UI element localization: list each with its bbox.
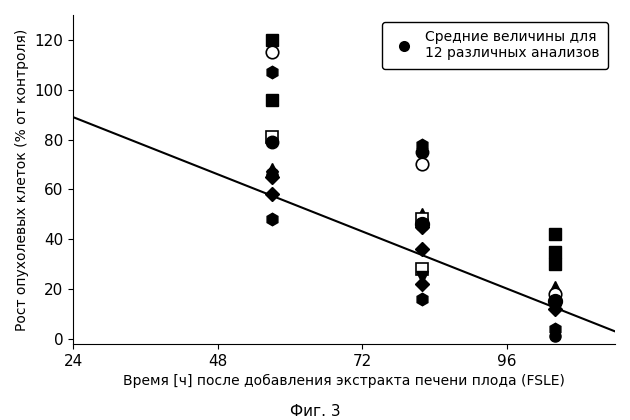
- Legend: Средние величины для
12 различных анализов: Средние величины для 12 различных анализ…: [382, 22, 608, 69]
- X-axis label: Время [ч] после добавления экстракта печени плода (FSLE): Время [ч] после добавления экстракта печ…: [123, 374, 565, 388]
- Y-axis label: Рост опухолевых клеток (% от контроля): Рост опухолевых клеток (% от контроля): [15, 28, 29, 331]
- Text: Фиг. 3: Фиг. 3: [290, 404, 340, 419]
